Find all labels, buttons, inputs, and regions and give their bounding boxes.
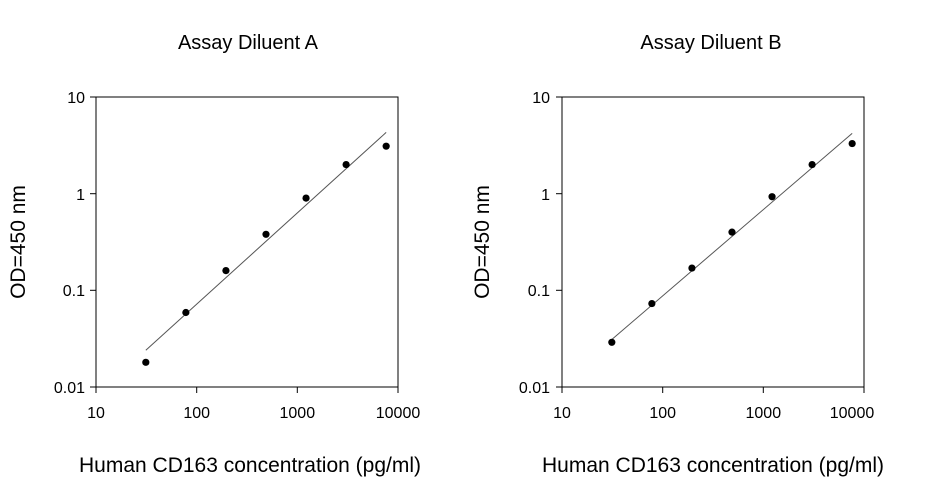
data-point: [608, 338, 616, 346]
data-layer: [142, 132, 390, 366]
data-point: [142, 358, 150, 366]
fit-line: [145, 132, 387, 351]
y-axis: 10 1 0.1 0.01 OD=450 nm: [7, 90, 96, 397]
y-axis-label: OD=450 nm: [471, 185, 494, 299]
chart-panel-b: Assay Diluent B 10 1 0.1 0.01 OD=450 nm …: [471, 32, 884, 477]
x-tick-label: 10000: [376, 405, 421, 422]
y-tick-label: 0.1: [63, 283, 85, 300]
data-point: [768, 193, 776, 201]
data-layer: [608, 133, 856, 346]
fit-line: [611, 133, 853, 340]
y-axis: 10 1 0.1 0.01 OD=450 nm: [471, 90, 562, 397]
y-tick-label: 1: [541, 187, 550, 204]
x-axis: 10 100 1000 10000 Human CD163 concentrat…: [79, 387, 421, 477]
x-axis-label: Human CD163 concentration (pg/ml): [542, 454, 884, 477]
x-tick-label: 10000: [830, 405, 875, 422]
y-tick-label: 0.01: [54, 380, 85, 397]
x-tick-label: 10: [553, 405, 571, 422]
data-point: [382, 142, 390, 150]
data-point: [648, 299, 656, 308]
y-tick-label: 1: [76, 187, 85, 204]
x-axis-label: Human CD163 concentration (pg/ml): [79, 454, 421, 477]
data-point: [222, 267, 230, 275]
chart-title: Assay Diluent A: [178, 32, 319, 54]
data-point: [688, 264, 696, 272]
chart-title: Assay Diluent B: [640, 32, 781, 54]
data-point: [182, 308, 190, 317]
data-point: [342, 160, 350, 169]
x-tick-label: 100: [649, 405, 676, 422]
data-point: [302, 194, 310, 202]
y-tick-label: 0.1: [528, 283, 550, 300]
data-point: [262, 230, 270, 238]
x-axis: 10 100 1000 10000 Human CD163 concentrat…: [542, 387, 884, 477]
data-point: [848, 139, 856, 148]
y-tick-label: 10: [532, 90, 550, 107]
data-point: [808, 160, 816, 169]
y-tick-label: 10: [67, 90, 85, 107]
x-tick-label: 100: [183, 405, 210, 422]
plot-area-frame: [561, 96, 865, 388]
plot-area-frame: [95, 96, 399, 388]
data-point: [728, 228, 736, 236]
x-tick-label: 10: [87, 405, 105, 422]
y-axis-label: OD=450 nm: [7, 185, 30, 299]
chart-panel-a: Assay Diluent A 10 1 0.1 0.01 OD=450 nm …: [7, 32, 421, 477]
y-tick-label: 0.01: [519, 380, 550, 397]
x-tick-label: 1000: [746, 405, 782, 422]
x-tick-label: 1000: [280, 405, 316, 422]
